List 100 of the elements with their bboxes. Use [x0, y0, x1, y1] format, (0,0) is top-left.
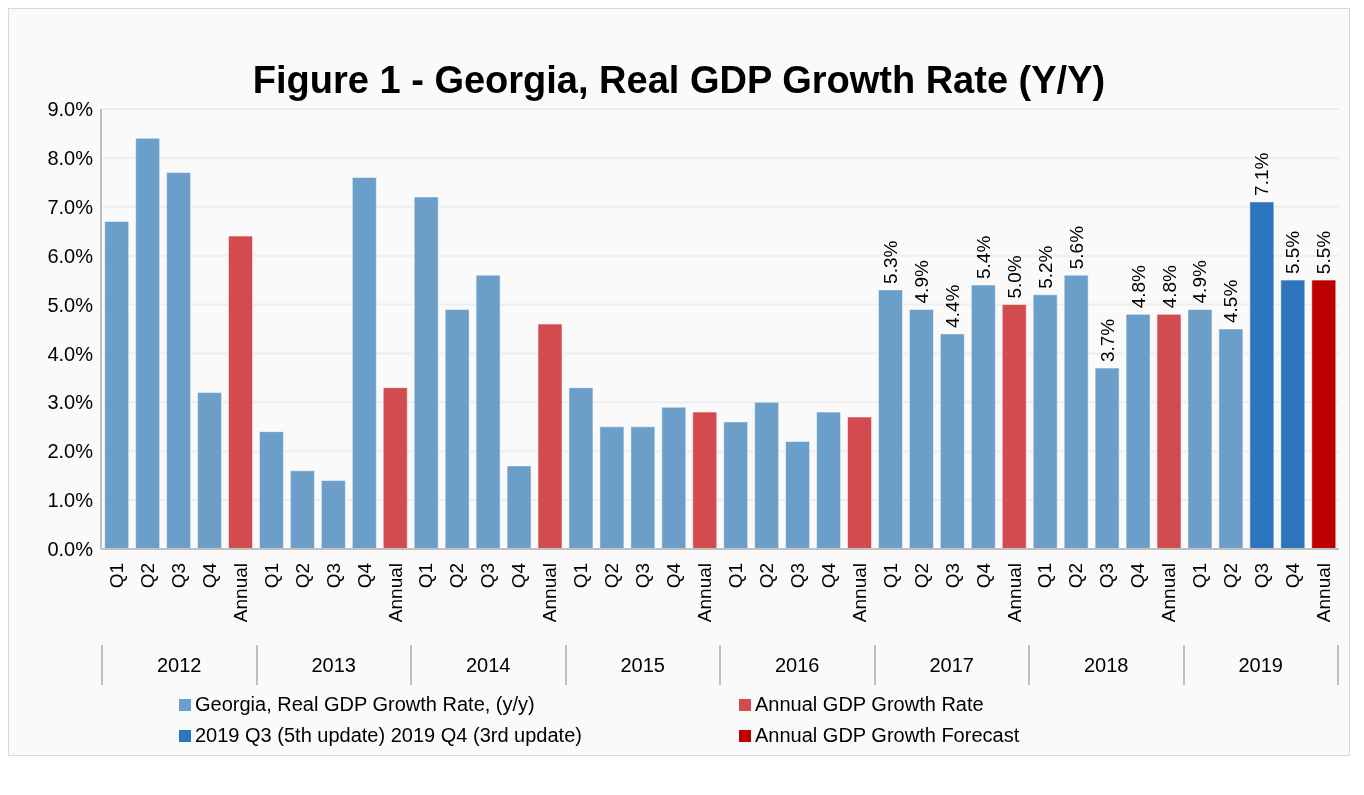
x-tick-label: Q4 — [817, 562, 839, 589]
x-tick-label: Annual — [694, 563, 716, 623]
bar — [228, 235, 254, 549]
y-tick-label: 2.0% — [47, 440, 94, 463]
bar — [847, 416, 873, 549]
bar — [351, 176, 377, 549]
x-tick-label: Q3 — [786, 563, 808, 589]
x-tick-label: Q2 — [136, 563, 158, 589]
bar — [630, 426, 656, 549]
y-tick-label: 5.0% — [47, 293, 94, 316]
x-tick-label: Q1 — [1189, 563, 1211, 589]
bar — [135, 137, 161, 549]
bar — [816, 411, 842, 549]
bar — [506, 465, 532, 549]
bar — [475, 274, 501, 549]
y-tick-label: 9.0% — [47, 98, 94, 121]
bar — [258, 431, 284, 549]
text: 2015 — [564, 645, 719, 685]
bar — [382, 387, 408, 549]
text: 2018 — [1028, 645, 1183, 685]
text: 2016 — [719, 645, 874, 685]
x-tick-label: Q1 — [415, 563, 437, 589]
bar — [568, 387, 594, 549]
text: 2019 — [1182, 645, 1339, 685]
x-tick-label: Q2 — [755, 563, 777, 589]
bar — [939, 333, 965, 549]
x-tick-label: Q3 — [632, 563, 654, 589]
x-tick-label: Q2 — [1065, 563, 1087, 589]
data-label: 5.3% — [879, 240, 901, 284]
text: 2014 — [410, 645, 565, 685]
x-tick-label: Annual — [384, 563, 406, 623]
bar — [785, 440, 811, 549]
bar — [104, 220, 130, 549]
x-tick-label: Q3 — [167, 563, 189, 589]
x-tick-label: Q3 — [941, 563, 963, 589]
bar — [1218, 328, 1244, 549]
x-tick-label: Q4 — [1127, 562, 1149, 589]
x-tick-label: Q1 — [879, 563, 901, 589]
bar — [1187, 308, 1213, 549]
bar — [413, 196, 439, 549]
bar — [537, 323, 563, 549]
bar — [197, 392, 223, 549]
x-tick-label: Q1 — [570, 563, 592, 589]
text: 2013 — [255, 645, 410, 685]
x-tick-label: Q2 — [910, 563, 932, 589]
y-tick-label: 4.0% — [47, 342, 94, 365]
bar — [1001, 304, 1027, 549]
data-label: 5.4% — [972, 235, 994, 279]
data-label: 5.0% — [1003, 255, 1025, 299]
bar — [1311, 279, 1337, 549]
legend-label: 2019 Q3 (5th update) 2019 Q4 (3rd update) — [195, 724, 582, 747]
x-tick-label: Annual — [1003, 563, 1025, 623]
bar — [661, 406, 687, 549]
text: 2017 — [873, 645, 1028, 685]
bar — [877, 289, 903, 549]
x-tick-label: Annual — [539, 563, 561, 623]
bar — [1125, 313, 1151, 549]
data-label: 7.1% — [1251, 152, 1273, 196]
bar — [166, 172, 192, 549]
text: 2012 — [101, 645, 256, 685]
x-tick-label: Q2 — [601, 563, 623, 589]
bar — [1032, 294, 1058, 549]
bar — [1094, 367, 1120, 549]
x-tick-label: Q2 — [1220, 563, 1242, 589]
data-label: 4.9% — [1189, 260, 1211, 304]
x-tick-label: Q4 — [353, 562, 375, 589]
x-tick-label: Q2 — [291, 563, 313, 589]
x-tick-label: Q4 — [663, 562, 685, 589]
x-tick-label: Q4 — [508, 562, 530, 589]
x-tick-label: Q1 — [260, 563, 282, 589]
bar — [692, 411, 718, 549]
bar — [444, 308, 470, 549]
x-tick-label: Q4 — [198, 562, 220, 589]
bar — [1249, 201, 1275, 549]
y-tick-label: 0.0% — [47, 538, 94, 561]
legend-label: Annual GDP Growth Forecast — [755, 724, 1020, 747]
x-tick-label: Q3 — [477, 563, 499, 589]
x-tick-label: Q1 — [105, 563, 127, 589]
x-tick-label: Q3 — [1096, 563, 1118, 589]
data-label: 4.5% — [1220, 279, 1242, 323]
x-tick-label: Q3 — [322, 563, 344, 589]
x-tick-label: Q3 — [1251, 563, 1273, 589]
y-tick-label: 6.0% — [47, 244, 94, 267]
data-label: 5.6% — [1065, 225, 1087, 270]
x-tick-label: Annual — [848, 563, 870, 623]
y-tick-label: 3.0% — [47, 391, 94, 414]
x-tick-label: Q2 — [446, 563, 468, 589]
x-tick-label: Annual — [1158, 563, 1180, 623]
x-tick-label: Annual — [229, 563, 251, 623]
x-tick-label: Annual — [1313, 563, 1335, 623]
y-tick-label: 7.0% — [47, 195, 94, 218]
bar — [970, 284, 996, 549]
legend-label: Annual GDP Growth Rate — [755, 693, 984, 716]
bar — [599, 426, 625, 549]
legend-label: Georgia, Real GDP Growth Rate, (y/y) — [195, 693, 535, 716]
data-label: 4.8% — [1127, 264, 1149, 309]
chart-title: Figure 1 - Georgia, Real GDP Growth Rate (Y/Y) — [252, 59, 1106, 101]
data-label: 5.5% — [1313, 230, 1335, 275]
bar — [1063, 274, 1089, 549]
bar — [1156, 313, 1182, 549]
